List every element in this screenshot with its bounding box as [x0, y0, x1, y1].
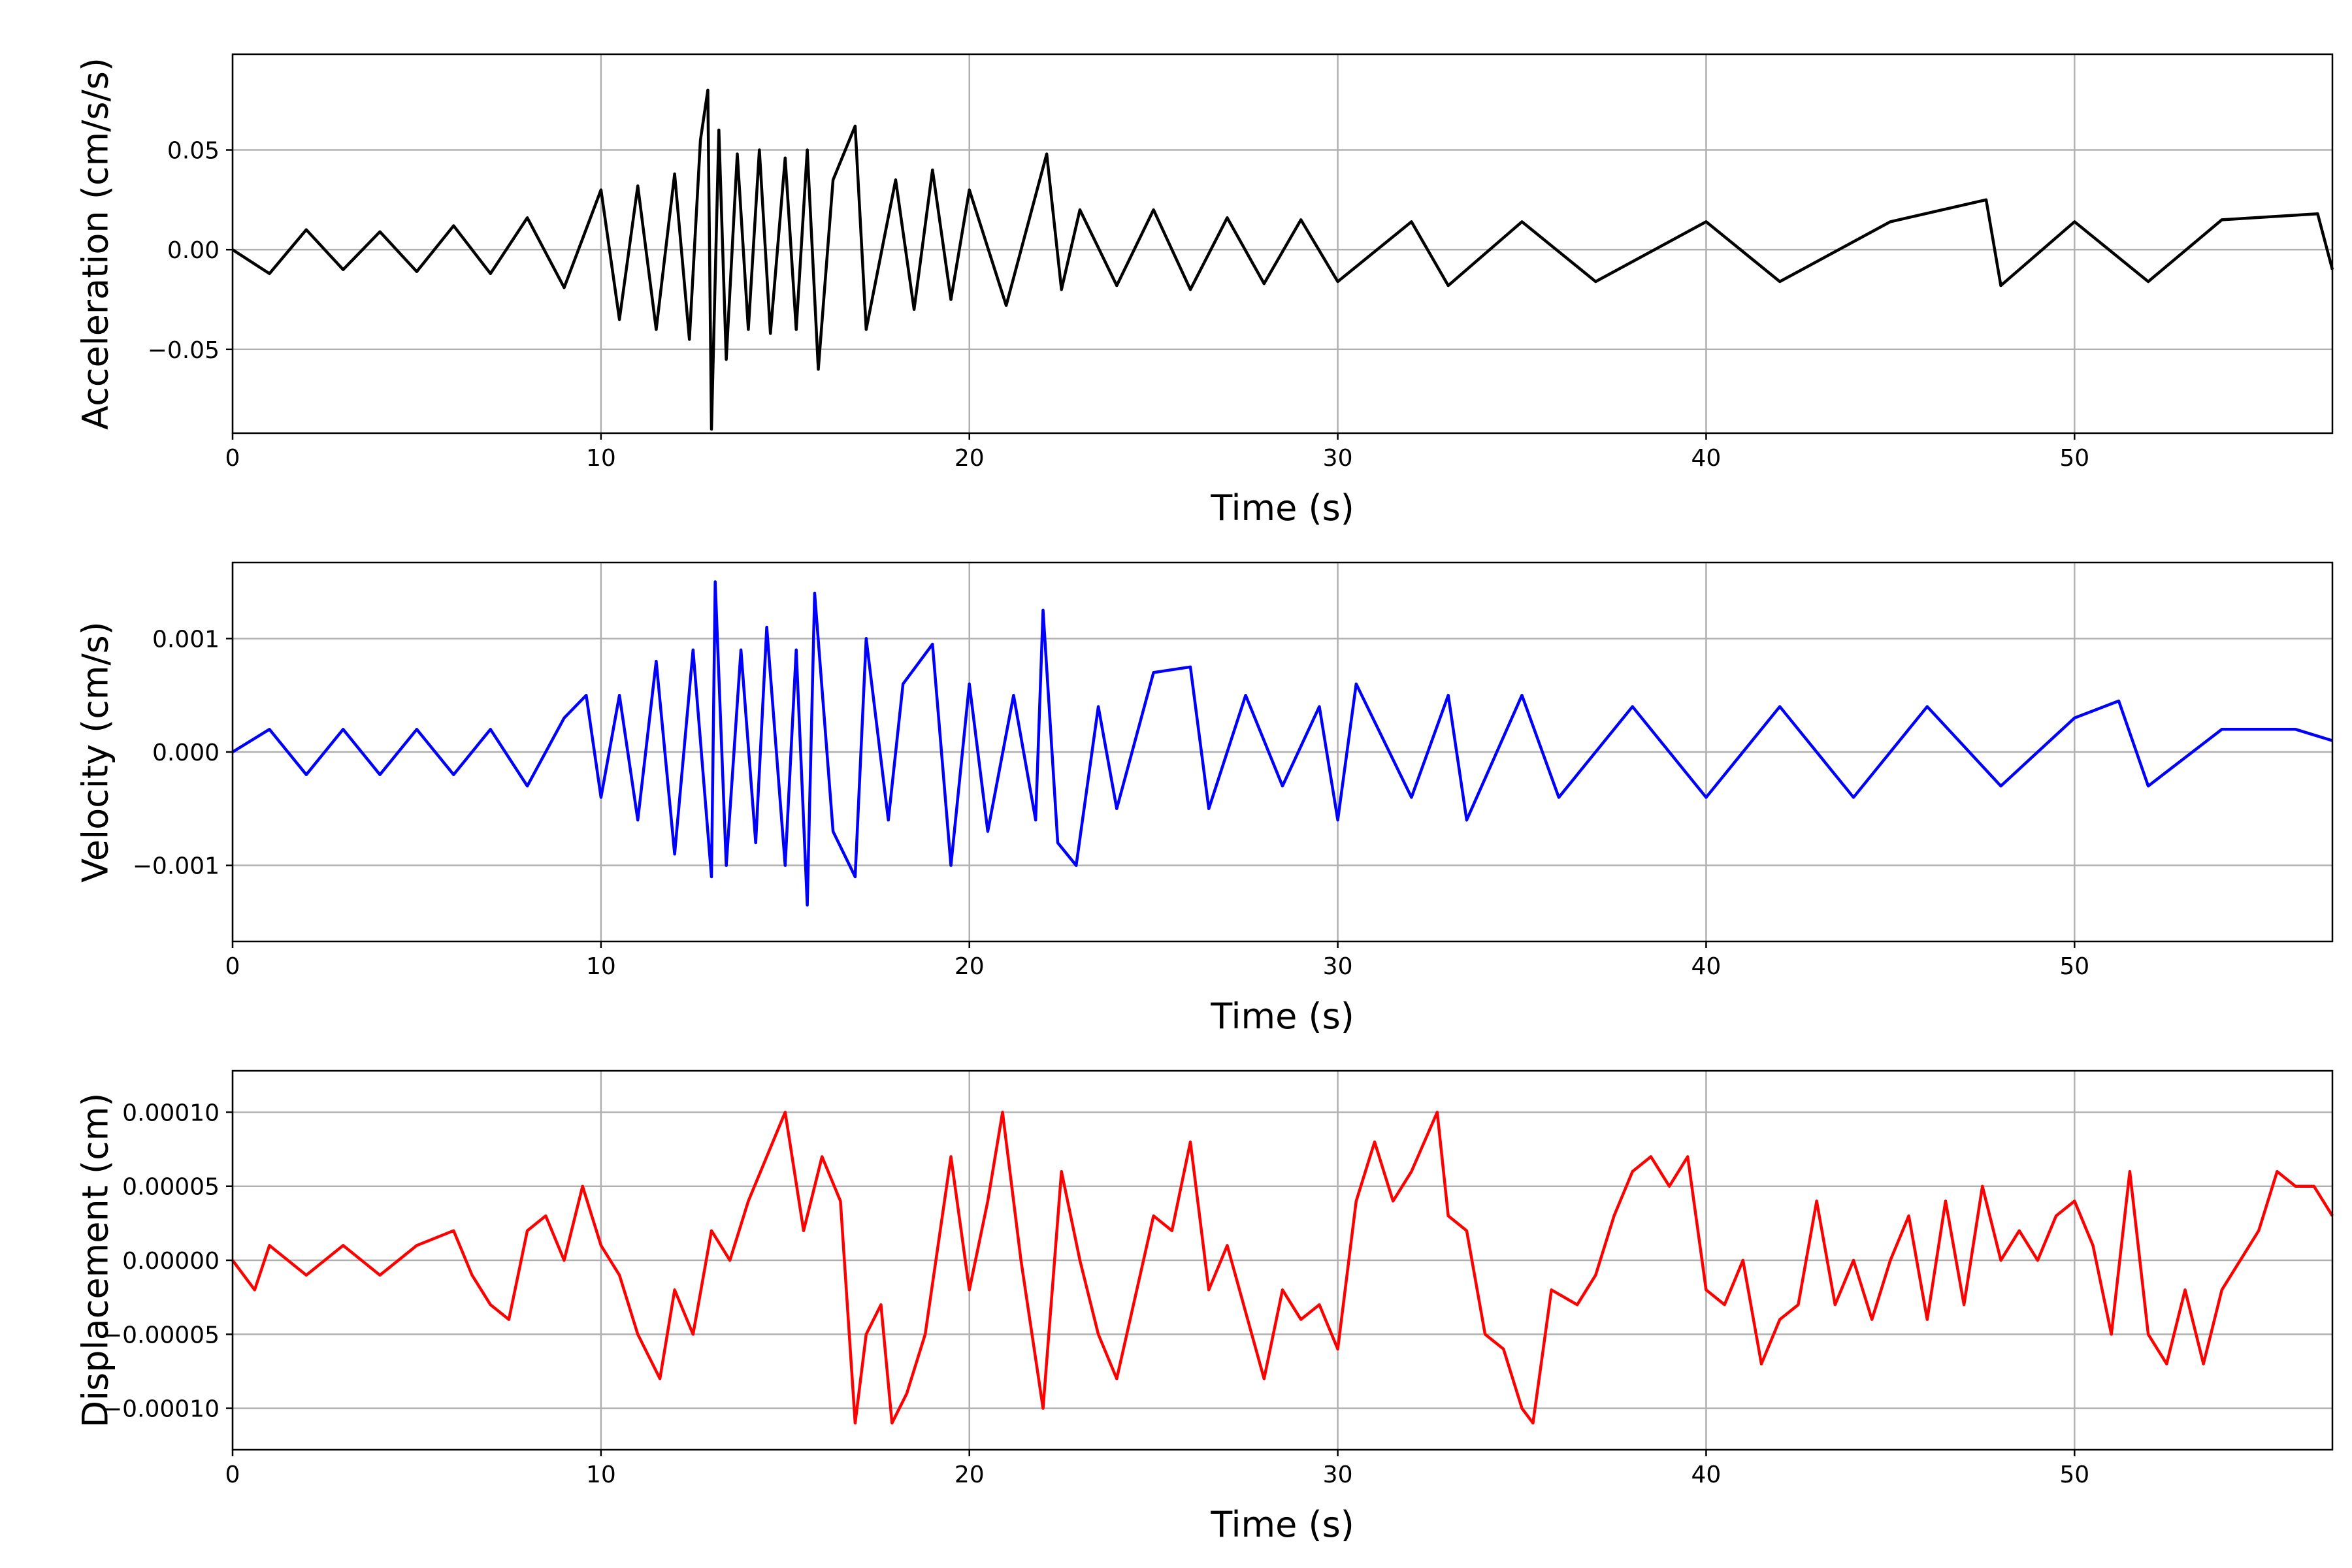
acceleration-x-tick-label: 30 — [1323, 445, 1353, 472]
velocity-x-tick-label: 10 — [586, 953, 616, 980]
velocity-panel: 0 10 20 30 40 50 −0.001 0.000 0.001 Time (s) Ve… — [75, 561, 2334, 1037]
velocity-series-line — [231, 580, 2333, 907]
velocity-trace-group — [231, 580, 2333, 907]
displacement-x-tick-label: 20 — [955, 1462, 985, 1488]
acceleration-x-tick-label: 40 — [1691, 445, 1722, 472]
displacement-y-axis-label: Displacement (cm) — [75, 1093, 116, 1428]
displacement-axes-frame — [231, 1070, 2334, 1451]
velocity-y-tick-label: 0.001 — [152, 626, 220, 653]
velocity-y-tick-label: 0.000 — [152, 740, 220, 766]
acceleration-panel: 0 10 20 30 40 50 −0.05 0.00 0.05 Time (s) Accel… — [75, 53, 2334, 529]
velocity-x-ticks: 0 10 20 30 40 50 — [225, 941, 2089, 980]
acceleration-y-axis-label: Acceleration (cm/s/s) — [75, 57, 116, 430]
velocity-x-tick-label: 20 — [955, 953, 985, 980]
acceleration-series-line — [231, 88, 2334, 431]
displacement-y-tick-label: 0.00010 — [122, 1100, 220, 1126]
displacement-x-tick-label: 30 — [1323, 1462, 1353, 1488]
displacement-series-line — [231, 1111, 2334, 1425]
acceleration-y-tick-label: 0.05 — [167, 138, 220, 165]
velocity-y-axis-label: Velocity (cm/s) — [75, 621, 116, 883]
displacement-panel: 0 10 20 30 40 50 −0.00010 −0.00005 0.00000 0.000… — [75, 1070, 2334, 1545]
acceleration-x-tick-label: 0 — [225, 445, 240, 472]
velocity-x-tick-label: 30 — [1323, 953, 1353, 980]
velocity-x-tick-label: 50 — [2059, 953, 2089, 980]
acceleration-x-ticks: 0 10 20 30 40 50 — [225, 433, 2089, 472]
displacement-y-tick-label: −0.00010 — [103, 1396, 220, 1423]
acceleration-x-tick-label: 50 — [2059, 445, 2089, 472]
velocity-y-tick-label: −0.001 — [133, 853, 220, 880]
velocity-x-tick-label: 0 — [225, 953, 240, 980]
displacement-trace-group — [231, 1111, 2334, 1425]
displacement-y-tick-label: 0.00005 — [122, 1174, 220, 1201]
acceleration-grid — [231, 54, 2332, 433]
velocity-y-ticks: −0.001 0.000 0.001 — [133, 626, 233, 880]
displacement-x-tick-label: 10 — [586, 1462, 616, 1488]
displacement-x-tick-label: 50 — [2059, 1462, 2089, 1488]
acceleration-x-tick-label: 20 — [955, 445, 985, 472]
displacement-x-tick-label: 0 — [225, 1462, 240, 1488]
displacement-x-tick-label: 40 — [1691, 1462, 1722, 1488]
acceleration-y-ticks: −0.05 0.00 0.05 — [148, 138, 233, 364]
velocity-x-axis-label: Time (s) — [1210, 996, 1354, 1037]
displacement-y-tick-label: 0.00000 — [122, 1248, 220, 1275]
acceleration-axes-frame — [231, 53, 2334, 434]
acceleration-x-tick-label: 10 — [586, 445, 616, 472]
velocity-axes-frame — [231, 561, 2334, 943]
displacement-y-ticks: −0.00010 −0.00005 0.00000 0.00005 0.00010 — [103, 1100, 233, 1423]
displacement-y-tick-label: −0.00005 — [103, 1322, 220, 1348]
acceleration-y-tick-label: −0.05 — [148, 337, 220, 364]
displacement-x-ticks: 0 10 20 30 40 50 — [225, 1450, 2089, 1488]
acceleration-y-tick-label: 0.00 — [167, 237, 220, 264]
acceleration-trace-group — [231, 88, 2334, 431]
displacement-x-axis-label: Time (s) — [1210, 1504, 1354, 1545]
acceleration-x-axis-label: Time (s) — [1210, 487, 1354, 529]
velocity-grid — [231, 563, 2332, 941]
velocity-x-tick-label: 40 — [1691, 953, 1722, 980]
